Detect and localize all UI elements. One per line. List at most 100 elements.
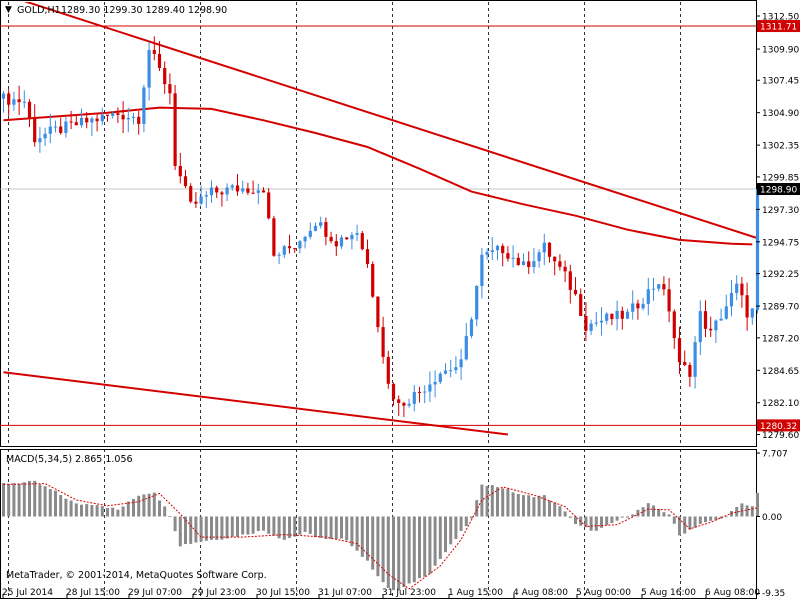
macd-bar — [548, 500, 551, 517]
candle — [407, 398, 411, 408]
candle — [573, 277, 578, 296]
trendlines[interactable] — [3, 0, 763, 436]
macd-bar — [173, 516, 177, 532]
candle — [152, 36, 156, 61]
candle-body — [589, 323, 593, 331]
candle — [22, 90, 26, 109]
macd-bar — [589, 516, 593, 531]
y-tick-label: 1299.85 — [762, 173, 799, 183]
candle — [735, 275, 739, 301]
candle-body — [568, 271, 572, 290]
macd-bar — [43, 486, 47, 517]
candle-body — [189, 186, 193, 202]
candle-body — [698, 311, 702, 343]
candle — [365, 239, 370, 268]
candle-body — [459, 359, 463, 368]
macd-axis: 7.707 0.00 -9.35 — [756, 450, 788, 599]
y-tick-label: 1307.45 — [762, 77, 799, 87]
candle — [142, 84, 146, 133]
candle — [750, 308, 754, 325]
candle-body — [740, 283, 744, 296]
macd-bar — [730, 511, 733, 517]
candle-body — [735, 283, 739, 293]
candle-body — [490, 250, 494, 253]
candle — [189, 183, 193, 204]
main-window-border — [0, 0, 757, 447]
candle — [345, 237, 349, 240]
macd-bar — [433, 516, 437, 566]
candle-body — [256, 190, 260, 193]
horizontal-lines[interactable] — [0, 25, 756, 426]
y-tick-label: 1309.90 — [762, 46, 799, 56]
x-tick-label: 25 Jul 2014 — [2, 588, 53, 598]
macd-bar — [402, 516, 406, 588]
candle — [589, 319, 593, 336]
macd-bar — [121, 506, 125, 517]
candle — [1, 91, 6, 113]
macd-bar — [423, 516, 427, 577]
macd-bar — [537, 495, 541, 517]
candle-body — [277, 254, 281, 256]
candle — [230, 183, 234, 191]
macd-bar — [678, 516, 681, 536]
candlesticks — [1, 36, 760, 418]
candle-body — [157, 53, 162, 68]
candle — [412, 385, 416, 412]
candle-body — [12, 99, 16, 105]
candle-body — [553, 256, 557, 262]
candle-body — [27, 101, 32, 119]
candle-body — [43, 133, 47, 139]
candle — [339, 235, 344, 249]
candle-body — [345, 237, 349, 240]
candle — [475, 285, 479, 327]
candle — [79, 108, 84, 128]
candle — [251, 180, 255, 195]
candle-body — [631, 303, 635, 312]
candle-body — [709, 328, 713, 331]
y-tick-label: 1302.35 — [762, 142, 799, 152]
candle-body — [641, 303, 645, 309]
candle — [121, 101, 125, 134]
candle-body — [542, 242, 546, 253]
candle-body — [443, 370, 448, 374]
candle-body — [251, 192, 255, 194]
candle-body — [7, 93, 11, 105]
chart-menu-icon[interactable]: ▼ — [5, 5, 12, 15]
candle-body — [350, 234, 354, 240]
candle-body — [376, 296, 380, 328]
macd-bar — [636, 509, 640, 517]
candle-body — [532, 261, 536, 267]
candle-body — [324, 222, 328, 237]
candle — [542, 233, 546, 266]
candle — [428, 371, 432, 403]
macd-bar — [412, 516, 416, 583]
candle-body — [620, 310, 624, 319]
candle-body — [365, 249, 370, 264]
candle-body — [121, 114, 125, 120]
macd-bar — [496, 487, 499, 517]
time-axis: 25 Jul 2014 28 Jul 15:00 29 Jul 07:00 29 Ju… — [2, 588, 760, 598]
macd-bar — [251, 516, 255, 534]
candle — [740, 276, 744, 308]
candle-body — [667, 289, 671, 312]
macd-bar — [371, 516, 375, 570]
candle — [594, 311, 598, 327]
candle — [438, 371, 442, 384]
candle-body — [610, 313, 614, 320]
macd-bar — [683, 516, 687, 534]
candle — [256, 183, 260, 205]
candle-body — [391, 383, 396, 400]
macd-bar — [324, 516, 328, 539]
macd-window-border — [0, 449, 757, 599]
candle-body — [267, 192, 271, 219]
macd-bar — [137, 495, 141, 517]
candle-body — [293, 248, 297, 250]
macd-bar — [563, 511, 567, 517]
candle — [355, 224, 359, 241]
candle — [173, 84, 177, 170]
macd-bar — [314, 516, 317, 538]
macd-bar — [303, 516, 307, 532]
candle-body — [261, 190, 266, 193]
current-price-label: 1298.90 — [760, 186, 797, 196]
